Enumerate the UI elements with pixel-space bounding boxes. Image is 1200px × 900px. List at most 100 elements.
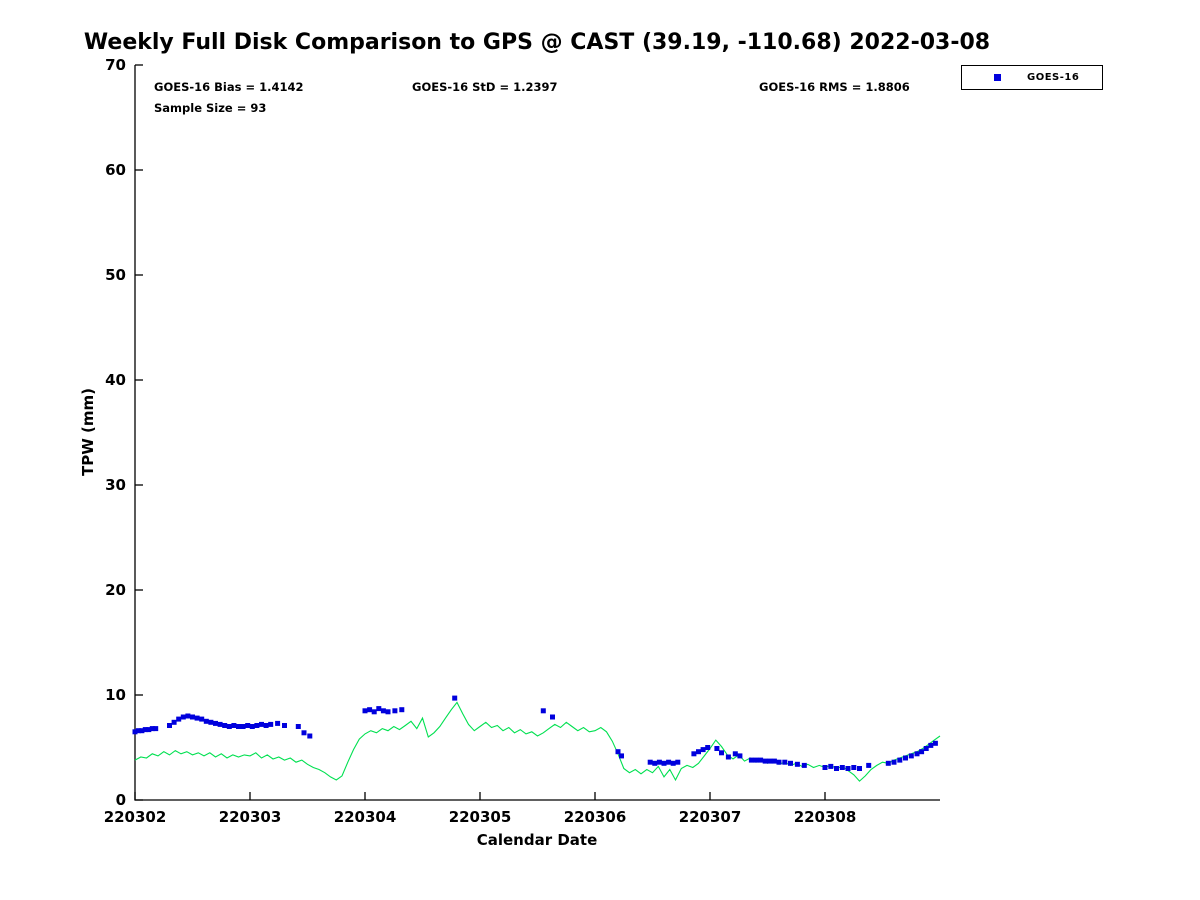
goes16-marker <box>923 746 929 751</box>
goes16-marker <box>203 718 209 724</box>
goes16-marker <box>167 723 172 728</box>
goes16-marker <box>226 724 232 729</box>
goes16-marker <box>851 765 857 770</box>
goes16-marker <box>367 707 373 713</box>
rms-annotation: GOES-16 RMS = 1.8806 <box>759 80 910 94</box>
goes16-marker <box>670 760 676 766</box>
legend-label-goes16: GOES-16 <box>1027 72 1080 83</box>
goes16-marker <box>919 749 925 755</box>
y-tick-label: 40 <box>105 371 126 389</box>
y-tick-label: 70 <box>105 56 126 74</box>
goes16-marker <box>771 758 777 764</box>
goes16-marker <box>834 766 839 771</box>
goes16-marker <box>762 758 768 764</box>
goes16-marker <box>295 724 301 729</box>
goes16-marker <box>376 706 382 712</box>
goes16-marker <box>656 759 662 765</box>
x-tick-label: 220306 <box>564 808 627 826</box>
goes16-marker <box>903 755 908 761</box>
goes16-marker <box>185 713 191 719</box>
goes16-marker <box>782 759 788 765</box>
goes16-marker <box>245 723 251 728</box>
goes16-marker <box>213 720 218 726</box>
goes16-marker <box>132 729 138 735</box>
goes16-marker <box>452 695 458 701</box>
axes-lines <box>134 65 940 801</box>
goes16-marker <box>135 728 141 734</box>
goes16-marker <box>928 742 934 748</box>
goes16-marker <box>282 723 287 728</box>
goes16-marker <box>661 760 667 766</box>
goes16-marker <box>666 759 672 765</box>
goes16-marker <box>748 757 754 763</box>
goes16-marker <box>794 761 800 767</box>
goes16-marker <box>705 745 711 750</box>
bias-annotation: GOES-16 Bias = 1.4142 <box>154 80 304 94</box>
goes16-marker <box>263 723 269 728</box>
x-tick-label: 220308 <box>794 808 857 826</box>
goes16-marker <box>217 721 223 727</box>
goes16-marker <box>171 719 177 725</box>
goes16-marker <box>839 765 845 770</box>
chart-title: Weekly Full Disk Comparison to GPS @ CAS… <box>83 30 991 55</box>
goes16-marker <box>190 714 195 720</box>
goes16-marker <box>914 751 920 757</box>
goes16-marker <box>828 763 834 769</box>
goes16-marker <box>240 724 246 729</box>
y-tick-label: 20 <box>105 581 126 599</box>
goes16-marker <box>139 728 145 734</box>
goes16-marker <box>149 726 155 732</box>
goes16-marker <box>275 720 281 726</box>
goes16-marker <box>732 751 738 757</box>
goes16-marker <box>845 766 851 771</box>
goes16-marker <box>208 719 214 725</box>
std-annotation: GOES-16 StD = 1.2397 <box>412 80 558 94</box>
goes16-markers <box>132 695 938 771</box>
goes16-marker <box>857 766 862 771</box>
goes16-marker <box>236 724 241 729</box>
goes16-marker <box>788 760 793 766</box>
x-tick-label: 220303 <box>219 808 282 826</box>
goes16-marker <box>737 753 743 759</box>
y-tick-label: 0 <box>116 791 126 809</box>
goes16-marker <box>700 747 706 753</box>
goes16-marker <box>194 715 200 721</box>
goes16-marker <box>822 765 828 770</box>
goes16-marker <box>866 762 872 768</box>
y-tick-label: 10 <box>105 686 126 704</box>
gps-line <box>134 701 941 782</box>
y-tick-label: 60 <box>105 161 126 179</box>
goes16-marker <box>801 762 807 768</box>
x-tick-label: 220305 <box>449 808 512 826</box>
goes16-marker <box>908 753 914 759</box>
y-tick-label: 50 <box>105 266 126 284</box>
goes16-marker <box>758 757 764 763</box>
goes16-marker <box>753 757 759 763</box>
goes16-marker <box>307 733 313 739</box>
goes16-marker <box>696 749 701 755</box>
goes16-marker <box>550 714 555 720</box>
goes16-marker <box>540 708 546 714</box>
goes16-marker <box>891 759 897 765</box>
goes16-marker <box>691 751 697 757</box>
goes16-marker <box>615 749 621 755</box>
sample-size-annotation: Sample Size = 93 <box>154 101 267 115</box>
goes16-marker <box>652 760 658 766</box>
goes16-marker <box>619 753 624 759</box>
goes16-marker <box>776 759 782 765</box>
goes16-marker <box>392 708 398 714</box>
goes16-marker <box>399 707 405 713</box>
goes16-marker <box>259 721 264 727</box>
goes16-marker <box>180 714 186 720</box>
goes16-marker <box>268 721 274 727</box>
goes16-marker <box>231 723 237 728</box>
goes16-marker <box>153 726 159 732</box>
goes16-marker <box>142 727 148 733</box>
goes16-marker <box>885 760 891 766</box>
goes16-marker <box>647 759 653 765</box>
legend-marker-square-icon <box>994 74 1001 81</box>
goes16-marker <box>254 723 260 728</box>
y-tick-label: 30 <box>105 476 126 494</box>
goes16-marker <box>249 724 255 729</box>
